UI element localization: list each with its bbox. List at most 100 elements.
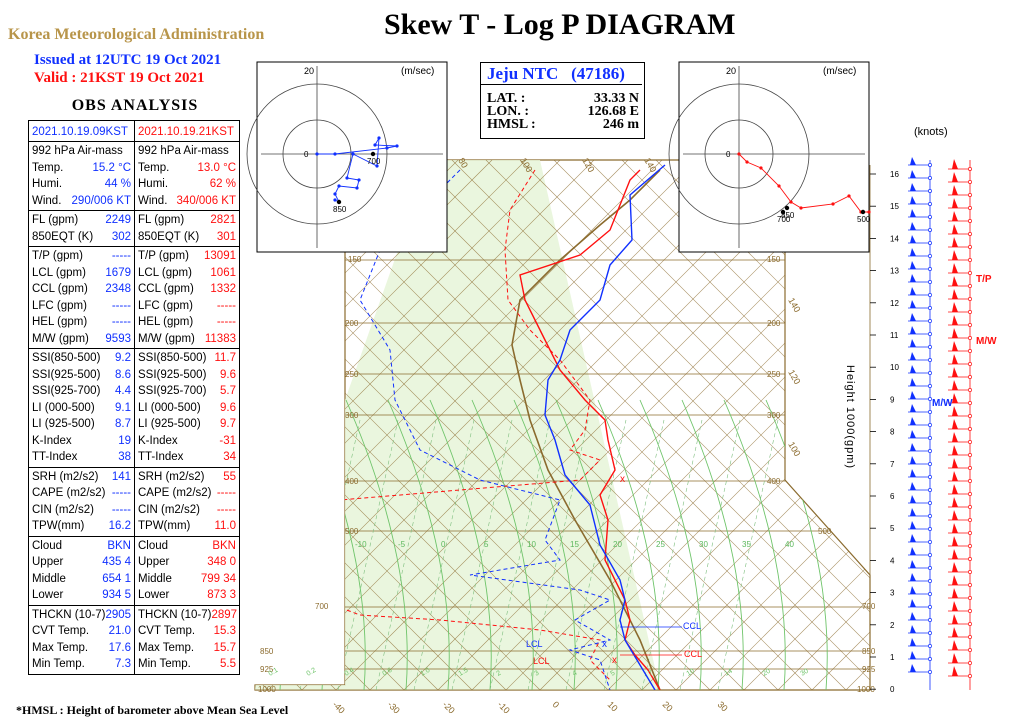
obs-value: ----- (111, 316, 131, 328)
blue-wind-barb (908, 170, 932, 180)
barb-flag (910, 287, 916, 295)
obs-label: Min Temp. (138, 658, 191, 670)
mixing-ratio-label: 4 (572, 670, 579, 678)
obs-value: 21.0 (108, 625, 131, 637)
blue-wind-barb (908, 157, 932, 167)
obs-row: LFC (gpm) ----- (138, 298, 236, 315)
red-wind-barb (948, 614, 972, 626)
red-wind-barb (948, 172, 972, 184)
valid-time: Valid : 21KST 19 Oct 2021 (34, 70, 205, 86)
barb-flag (910, 508, 916, 516)
obs-label: HEL (gpm) (138, 316, 194, 328)
obs-value: 9.6 (220, 401, 236, 414)
red-wind-barb (948, 666, 972, 678)
lat-value: 33.33 N (593, 91, 639, 106)
obs-value: 11383 (204, 332, 236, 345)
blue-wind-barb (908, 196, 932, 206)
barb-flag (910, 664, 916, 672)
isotherm-line (255, 160, 697, 690)
obs-label: CIN (m2/s2) (138, 503, 200, 516)
lon-value: 126.68 E (587, 104, 639, 119)
height-label: 12 (890, 299, 899, 308)
obs-label: LI (925-500) (138, 418, 201, 430)
wind-barbs: T/P M/W M/W (908, 157, 997, 690)
red-wind-barb (948, 328, 972, 340)
obs-group: T/P (gpm) ----- LCL (gpm) 1679 CCL (gpm) 2348… (28, 247, 240, 349)
temp-axis-label: -30 (386, 699, 402, 715)
dry-adiabat-line (383, 160, 870, 690)
obs-row: Wind. 290/006 KT (32, 193, 131, 210)
obs-label: 992 hPa Air-mass (138, 145, 229, 157)
obs-label: CCL (gpm) (138, 283, 194, 295)
barb-flag (910, 638, 916, 646)
blue-wind-barb (908, 625, 932, 635)
obs-label: SSI(850-500) (32, 352, 101, 364)
barb-flag (952, 484, 958, 494)
blue-wind-barb (908, 261, 932, 271)
height-label: 5 (890, 524, 895, 533)
mixing-ratio-label: 5 (610, 670, 617, 678)
isotherm-line (0, 160, 16, 690)
obs-row: TPW(mm) 16.2 (32, 518, 131, 535)
barb-station (968, 310, 972, 314)
blue-wind-barb (908, 404, 932, 414)
hodograph-point (377, 136, 381, 140)
red-wind-barb (948, 224, 972, 236)
obs-label: SRH (m2/s2) (138, 470, 205, 483)
obs-row: LI (000-500) 9.6 (138, 400, 236, 417)
red-wind-barb (948, 575, 972, 587)
temp-axis-label: 0 (551, 699, 562, 710)
obs-row: Min Temp. 7.3 (32, 656, 131, 673)
obs-value: BKN (212, 539, 236, 552)
hodograph-level-label: 500 (857, 215, 871, 224)
moist-adiabat-label: 30 (699, 540, 708, 549)
hodograph-trace (738, 153, 869, 213)
hodograph-origin-label: 0 (304, 150, 309, 159)
obs-label: LCL (gpm) (32, 266, 86, 279)
moist-adiabat-label: 40 (785, 540, 794, 549)
mixing-ratio-label: 0.6 (382, 667, 394, 678)
barb-station (968, 258, 972, 262)
mixing-ratio-label: 20 (762, 668, 772, 678)
barb-flag (910, 339, 916, 347)
moist-adiabat-label: 25 (656, 540, 665, 549)
obs-row: SRH (m2/s2) 55 (138, 469, 236, 486)
barb-station (928, 462, 932, 466)
obs-row: Cloud BKN (138, 538, 236, 555)
obs-label: T/P (gpm) (138, 250, 189, 262)
obs-label: Upper (138, 556, 170, 568)
obs-value: 2905 (105, 608, 132, 621)
hodograph-point (737, 152, 741, 156)
station-box: Jeju NTC (47186) LAT. : 33.33 N LON. : 126… (480, 62, 645, 139)
barb-flag (910, 391, 916, 399)
barb-station (928, 605, 932, 609)
barb-flag (952, 315, 958, 325)
ccl-red-label: CCL (684, 649, 702, 659)
red-wind-barb (948, 185, 972, 197)
obs-label: THCKN (10-7) (138, 608, 212, 621)
blue-wind-barb (908, 547, 932, 557)
isotherm-line (505, 160, 870, 690)
red-wind-barb (948, 367, 972, 379)
obs-row: LCL (gpm) 1679 (32, 265, 131, 282)
obs-label: LI (000-500) (32, 401, 95, 414)
blue-wind-barb (908, 651, 932, 661)
barb-flag (952, 653, 958, 663)
hodograph-level-label: 700 (777, 215, 791, 224)
obs-row: CAPE (m2/s2) ----- (138, 485, 236, 502)
obs-value: ----- (111, 299, 131, 312)
barb-station (928, 280, 932, 284)
barb-station (928, 579, 932, 583)
obs-col-21kst: Cloud BKN Upper 348 0 Middle 799 34 Lower 873 3 (134, 536, 239, 605)
moist-adiabat-label: 10 (527, 540, 536, 549)
red-wind-barb (948, 198, 972, 210)
barb-station (928, 241, 932, 245)
station-lat: LAT. : 33.33 N (487, 91, 639, 106)
mixing-ratio-label: 2 (496, 670, 503, 678)
obs-row: SSI(850-500) 9.2 (32, 350, 131, 367)
obs-label: LCL (gpm) (138, 266, 192, 279)
obs-value: 15.2 °C (92, 161, 131, 174)
red-wind-barb (948, 380, 972, 392)
barb-flag (952, 666, 958, 676)
moist-adiabat-label: 20 (613, 540, 622, 549)
